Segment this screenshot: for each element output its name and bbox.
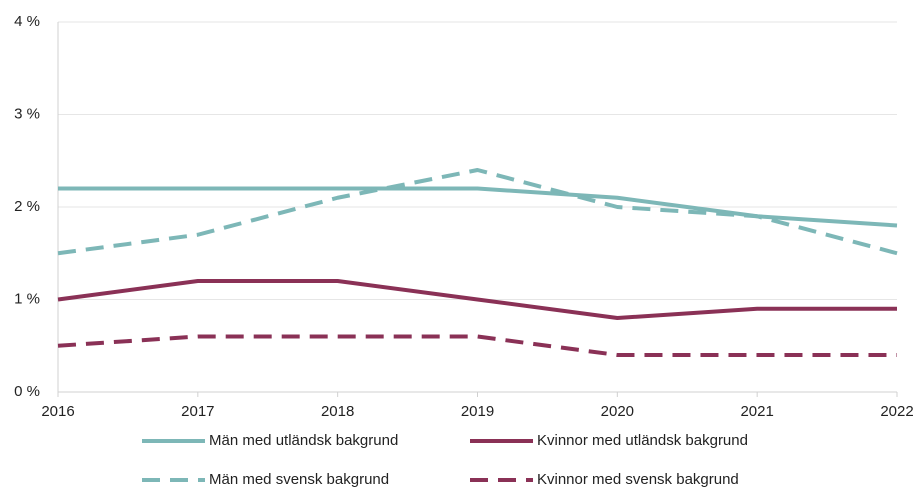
- legend-label: Män med utländsk bakgrund: [209, 432, 398, 449]
- y-tick-label: 1 %: [14, 290, 40, 307]
- series-line: [57, 279, 897, 320]
- y-tick-label: 3 %: [14, 105, 40, 122]
- x-tick-label: 2016: [41, 403, 74, 420]
- x-tick-label: 2019: [461, 403, 494, 420]
- x-tick-label: 2021: [740, 403, 773, 420]
- legend-label: Kvinnor med svensk bakgrund: [537, 471, 739, 488]
- series-line: [57, 168, 898, 256]
- legend-label: Män med svensk bakgrund: [209, 471, 389, 488]
- y-tick-label: 2 %: [14, 198, 40, 215]
- x-tick-label: 2022: [880, 403, 913, 420]
- x-tick-label: 2017: [181, 403, 214, 420]
- x-tick-label: 2018: [321, 403, 354, 420]
- y-tick-label: 4 %: [14, 13, 40, 30]
- y-tick-label: 0 %: [14, 383, 40, 400]
- x-tick-label: 2020: [601, 403, 634, 420]
- series-line: [57, 334, 897, 357]
- legend-label: Kvinnor med utländsk bakgrund: [537, 432, 748, 449]
